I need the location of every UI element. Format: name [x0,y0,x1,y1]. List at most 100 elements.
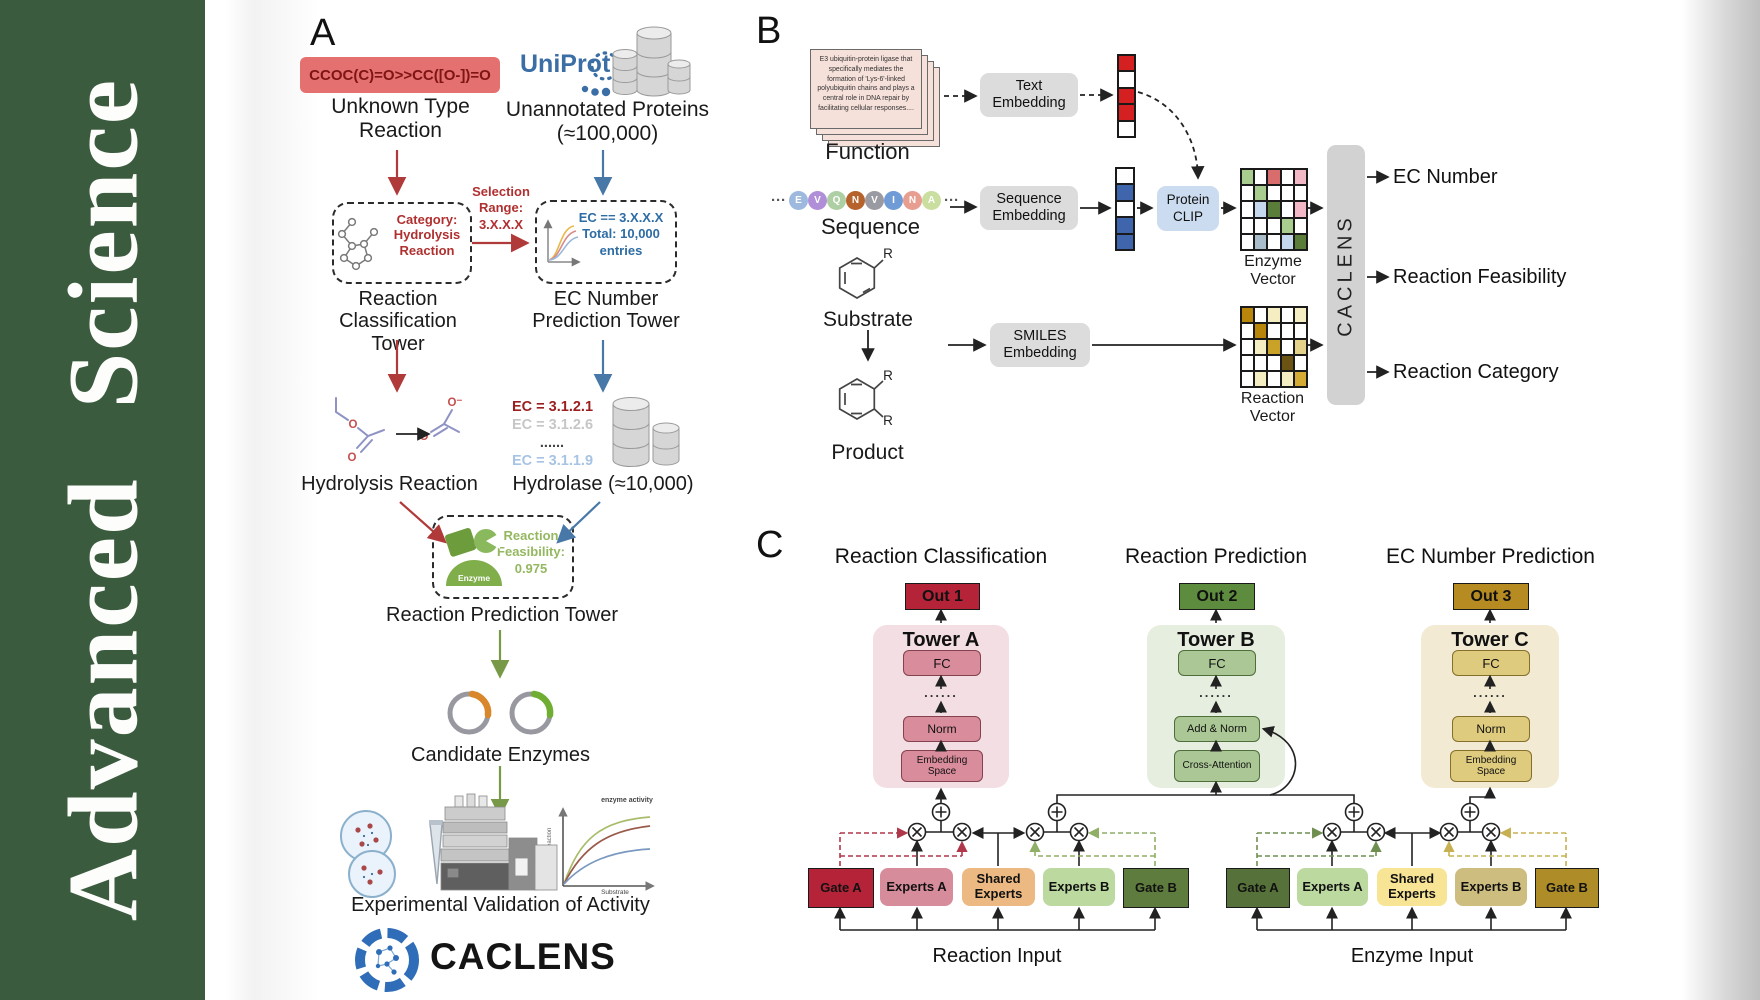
tower-b-fc: FC [1178,650,1256,676]
grid-cell [1241,201,1255,218]
product-r1-label: R [883,368,893,383]
tower-c-dots: ...... [1473,685,1507,700]
residue-bead: Q [827,191,846,210]
panel-a-label: A [310,12,336,54]
sequence-ellipsis: ··· [944,192,959,209]
reaction-vector-label: Reaction Vector [1240,390,1305,425]
grid-cell [1254,307,1268,323]
cell-sample-icon [340,810,443,898]
plasmid-icons [447,690,554,735]
moe-left-experts-b: Experts B [1043,868,1115,906]
tower-b-dots: ...... [1199,685,1233,700]
text-embedding-vector [1117,54,1136,138]
substrate-label: Substrate [823,308,913,331]
tower-a-dots: ...... [924,685,958,700]
validation-label: Experimental Validation of Activity [351,894,650,916]
moe-left-gate-a: Gate A [808,868,874,908]
sequence-label: Sequence [820,214,921,239]
moe-right-experts-b: Experts B [1455,868,1527,906]
residue-bead: V [865,191,884,210]
moe-right-experts-a: Experts A [1297,868,1368,906]
function-card-text: E3 ubiquitin-protein ligase that specifi… [817,56,915,112]
unannotated-proteins-label: Unannotated Proteins (≈100,000) [505,98,710,145]
ec-tower-label: EC Number Prediction Tower [532,288,680,333]
ester-carbonyl-oxygen: O [348,452,357,464]
product-r2-label: R [883,413,893,428]
grid-cell [1254,217,1268,234]
grid-cell [1280,339,1294,355]
residue-bead: E [789,191,808,210]
grid-cell [1293,233,1307,250]
out3-box: Out 3 [1453,583,1529,610]
output-reaction-category: Reaction Category [1393,361,1559,383]
multiply-node-icon [907,822,1501,842]
reaction-smiles-box: CCOC(C)=O>>CC([O-])=O [300,57,500,93]
reaction-vector-matrix [1240,306,1308,388]
function-label: Function [825,139,910,164]
sequence-ellipsis: ··· [771,192,786,209]
gate-routing-dashed [839,827,1567,866]
ec-item: EC = 3.1.2.6 [512,417,594,433]
grid-cell [1293,185,1307,202]
panel-b-label: B [756,10,782,52]
moe-left-experts-a: Experts A [880,868,953,906]
ec-filter-label: EC == 3.X.X.X Total: 10,000 entries [578,210,664,258]
grid-cell [1241,339,1255,355]
caclens-model-label: CACLENS [1334,213,1357,337]
grid-cell [1116,200,1134,218]
input-bus-lines [834,906,1572,931]
selection-range-label: Selection Range: 3.X.X.X [472,184,530,232]
grid-cell [1118,87,1135,105]
hydrolase-label: Hydrolase (≈10,000) [512,473,694,495]
tower-b-title: Tower B [1177,629,1255,651]
classification-tower-label: Reaction Classification Tower [339,288,457,355]
substrate-r-label: R [883,246,893,261]
grid-cell [1118,55,1135,72]
hplc-instrument-icon [440,793,558,891]
unknown-reaction-label: Unknown Type Reaction [331,95,470,142]
grid-cell [1280,185,1294,202]
grid-cell [1280,217,1294,234]
residue-bead: I [884,191,903,210]
journal-title-wrap: Advanced Science [1,0,206,1000]
smiles-embedding-box: SMILES Embedding [990,323,1090,367]
moe-right-shared-experts: Shared Experts [1377,868,1447,906]
activity-plot-icon [558,807,655,891]
grid-cell [1241,371,1255,387]
tower-c-norm: Norm [1452,716,1530,742]
grid-cell [1280,233,1294,250]
grid-cell [1241,233,1255,250]
grid-cell [1293,339,1307,355]
out2-box: Out 2 [1179,583,1255,610]
out1-box: Out 1 [905,583,980,610]
ester-oxygen: O [349,419,358,431]
moe-right-gate-b: Gate B [1535,868,1599,908]
grid-cell [1267,233,1281,250]
ec-filter-box [535,200,677,284]
ec-item: EC = 3.1.1.9 [512,453,594,469]
grid-cell [1293,307,1307,323]
caclens-wordmark: CACLENS [430,936,616,977]
acetate-oxygen: O [420,431,429,443]
category-label: Category: Hydrolysis Reaction [393,212,461,258]
acetate-o-minus: O⁻ [447,397,462,409]
journal-title: Advanced Science [47,77,159,922]
residue-bead: A [922,191,941,210]
enzyme-input-label: Enzyme Input [1350,945,1474,967]
grid-cell [1254,323,1268,339]
residue-bead: N [903,191,922,210]
grid-cell [1267,169,1281,186]
panel-c-expert-arrows [911,827,1497,866]
sequence-embedding-vector [1115,167,1135,251]
substrate-structure: R [838,246,893,299]
grid-cell [1254,371,1268,387]
grid-cell [1280,371,1294,387]
grid-cell [1118,104,1135,121]
grid-cell [1267,355,1281,371]
grid-cell [1267,323,1281,339]
grid-cell [1241,307,1255,323]
grid-cell [1267,201,1281,218]
prediction-tower-label: Reaction Prediction Tower [386,604,618,626]
grid-cell [1267,339,1281,355]
